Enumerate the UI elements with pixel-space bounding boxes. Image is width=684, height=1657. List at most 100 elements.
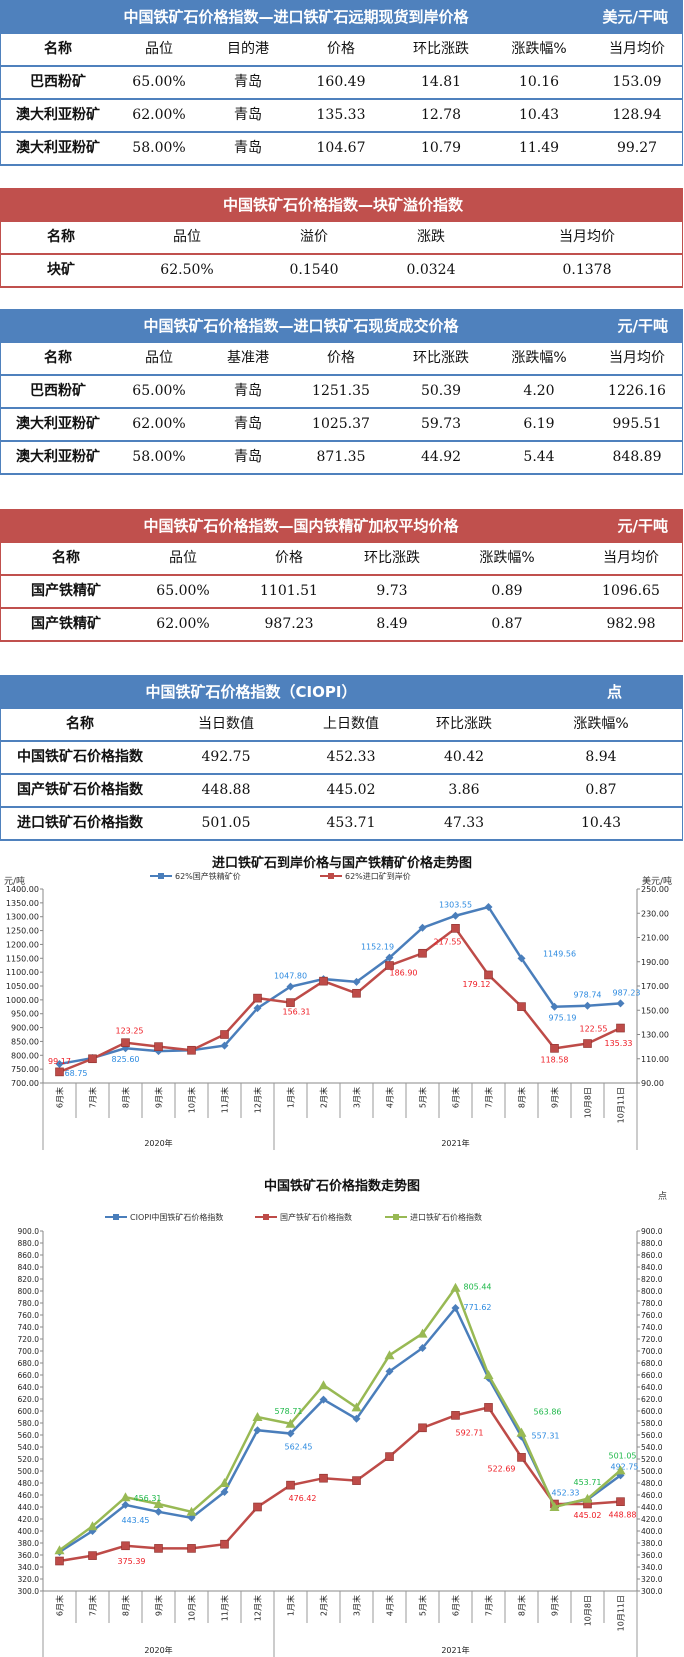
right-tick-label: 380.0 [641, 1539, 663, 1548]
right-tick-label: 740.0 [641, 1323, 663, 1332]
left-tick-label: 950.00 [11, 1010, 39, 1019]
right-tick-label: 250.00 [641, 885, 669, 894]
table-row: 巴西粉矿 65.00% 青岛 160.49 14.81 10.16 153.09 [1, 67, 682, 100]
table-cell: 10.16 [518, 74, 560, 90]
category-label: 10月11日 [617, 1087, 626, 1123]
data-label: 1047.80 [274, 972, 307, 981]
data-point [186, 1506, 197, 1516]
legend-marker [263, 1214, 269, 1220]
table-row: 澳大利亚粉矿 62.00% 青岛 1025.37 59.73 6.19 995.51 [1, 409, 682, 442]
data-point [187, 1544, 196, 1553]
data-point [121, 1038, 130, 1047]
table-cell: 1096.65 [602, 583, 660, 599]
legend-label: 62%进口矿到岸价 [345, 871, 411, 881]
table-title: 中国铁矿石价格指数（CIOPI） [145, 683, 357, 701]
left-tick-label: 850.00 [11, 1037, 39, 1046]
column-header: 价格 [275, 550, 303, 566]
table-cell: 871.35 [316, 449, 366, 465]
column-header: 上日数值 [323, 716, 379, 732]
table-cell: 160.49 [316, 74, 366, 90]
data-point [286, 982, 295, 991]
category-label: 6月末 [451, 1087, 461, 1108]
left-tick-label: 340.0 [18, 1563, 40, 1572]
left-tick-label: 320.0 [18, 1575, 40, 1584]
data-point [319, 1395, 328, 1404]
left-axis-unit: 元/吨 [4, 875, 25, 887]
data-label: 771.62 [464, 1303, 492, 1312]
category-label: 10月11日 [617, 1595, 626, 1631]
column-header: 环比涨跌 [364, 550, 420, 566]
data-label: 375.39 [118, 1557, 146, 1566]
left-tick-label: 1100.00 [6, 968, 39, 977]
data-point [582, 1493, 593, 1503]
right-tick-label: 900.0 [641, 1227, 663, 1236]
category-label: 7月末 [484, 1087, 494, 1108]
right-tick-label: 170.00 [641, 982, 669, 991]
data-label: 563.86 [534, 1408, 562, 1417]
data-label: 156.31 [283, 1008, 311, 1017]
category-label: 5月末 [418, 1087, 428, 1108]
year-label: 2020年 [144, 1645, 172, 1655]
table-cell: 进口铁矿石价格指数 [17, 815, 143, 831]
data-label: 186.90 [390, 969, 418, 978]
right-tick-label: 700.0 [641, 1347, 663, 1356]
table-cell: 1251.35 [312, 383, 370, 399]
table-cell: 9.73 [376, 583, 408, 599]
left-tick-label: 700.0 [18, 1347, 40, 1356]
data-point [385, 961, 394, 970]
column-header-row: 名称 品位 价格 环比涨跌 涨跌幅% 当月均价 [1, 543, 682, 576]
column-header: 品位 [169, 550, 197, 566]
data-point [285, 1418, 296, 1428]
left-tick-label: 800.00 [11, 1051, 39, 1060]
left-tick-label: 600.0 [18, 1407, 40, 1416]
category-label: 8月末 [121, 1087, 131, 1108]
legend-marker [393, 1214, 399, 1220]
category-label: 2月末 [319, 1087, 329, 1108]
column-header: 价格 [327, 41, 355, 57]
table-unit: 元/干吨 [617, 517, 668, 535]
data-point [88, 1054, 97, 1064]
category-label: 4月末 [385, 1595, 395, 1616]
category-label: 6月末 [55, 1595, 65, 1616]
data-point [484, 970, 493, 980]
table-cell: 青岛 [234, 74, 262, 90]
category-label: 9月末 [154, 1087, 164, 1108]
data-point [318, 1380, 329, 1390]
right-tick-label: 90.00 [641, 1079, 664, 1088]
table-cell: 澳大利亚粉矿 [16, 140, 100, 156]
left-tick-label: 500.0 [18, 1467, 40, 1476]
table-cell: 澳大利亚粉矿 [16, 107, 100, 123]
left-tick-label: 380.0 [18, 1539, 40, 1548]
table-cell: 巴西粉矿 [30, 74, 86, 90]
column-header: 基准港 [227, 350, 269, 366]
column-header: 环比涨跌 [413, 350, 469, 366]
table-row: 国产铁矿石价格指数 448.88 445.02 3.86 0.87 [1, 775, 682, 808]
table-cell: 国产铁精矿 [31, 616, 101, 632]
right-tick-label: 360.0 [641, 1551, 663, 1560]
table-header: 中国铁矿石价格指数—国内铁精矿加权平均价格 元/干吨 [1, 509, 682, 543]
left-tick-label: 520.0 [18, 1455, 40, 1464]
data-point [484, 1403, 493, 1412]
data-point [54, 1545, 65, 1555]
data-label: 452.33 [552, 1489, 580, 1498]
data-point [286, 1480, 295, 1490]
column-header: 名称 [47, 229, 75, 245]
category-label: 1月末 [286, 1087, 296, 1108]
data-label: 1152.19 [361, 943, 394, 952]
table-row: 进口铁矿石价格指数 501.05 453.71 47.33 10.43 [1, 808, 682, 841]
table-cell: 62.00% [132, 107, 186, 123]
table-cell: 4.20 [523, 383, 555, 399]
left-tick-label: 820.0 [18, 1275, 40, 1284]
left-tick-label: 900.00 [11, 1024, 39, 1033]
data-label: 562.45 [285, 1443, 313, 1452]
left-tick-label: 840.0 [18, 1263, 40, 1272]
category-label: 7月末 [88, 1595, 98, 1616]
right-tick-label: 150.00 [641, 1006, 669, 1015]
legend-label: CIOPI中国铁矿石价格指数 [130, 1212, 223, 1222]
data-point [517, 954, 526, 963]
right-tick-label: 480.0 [641, 1479, 663, 1488]
table-cell: 1025.37 [312, 416, 370, 432]
column-header: 环比涨跌 [413, 41, 469, 57]
table-cell: 10.43 [518, 107, 560, 123]
series-line [59, 905, 621, 1066]
